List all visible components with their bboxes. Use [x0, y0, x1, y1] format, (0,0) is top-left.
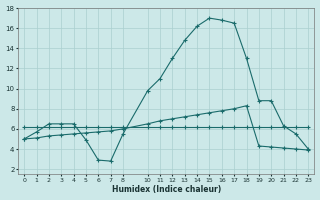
- X-axis label: Humidex (Indice chaleur): Humidex (Indice chaleur): [112, 185, 221, 194]
